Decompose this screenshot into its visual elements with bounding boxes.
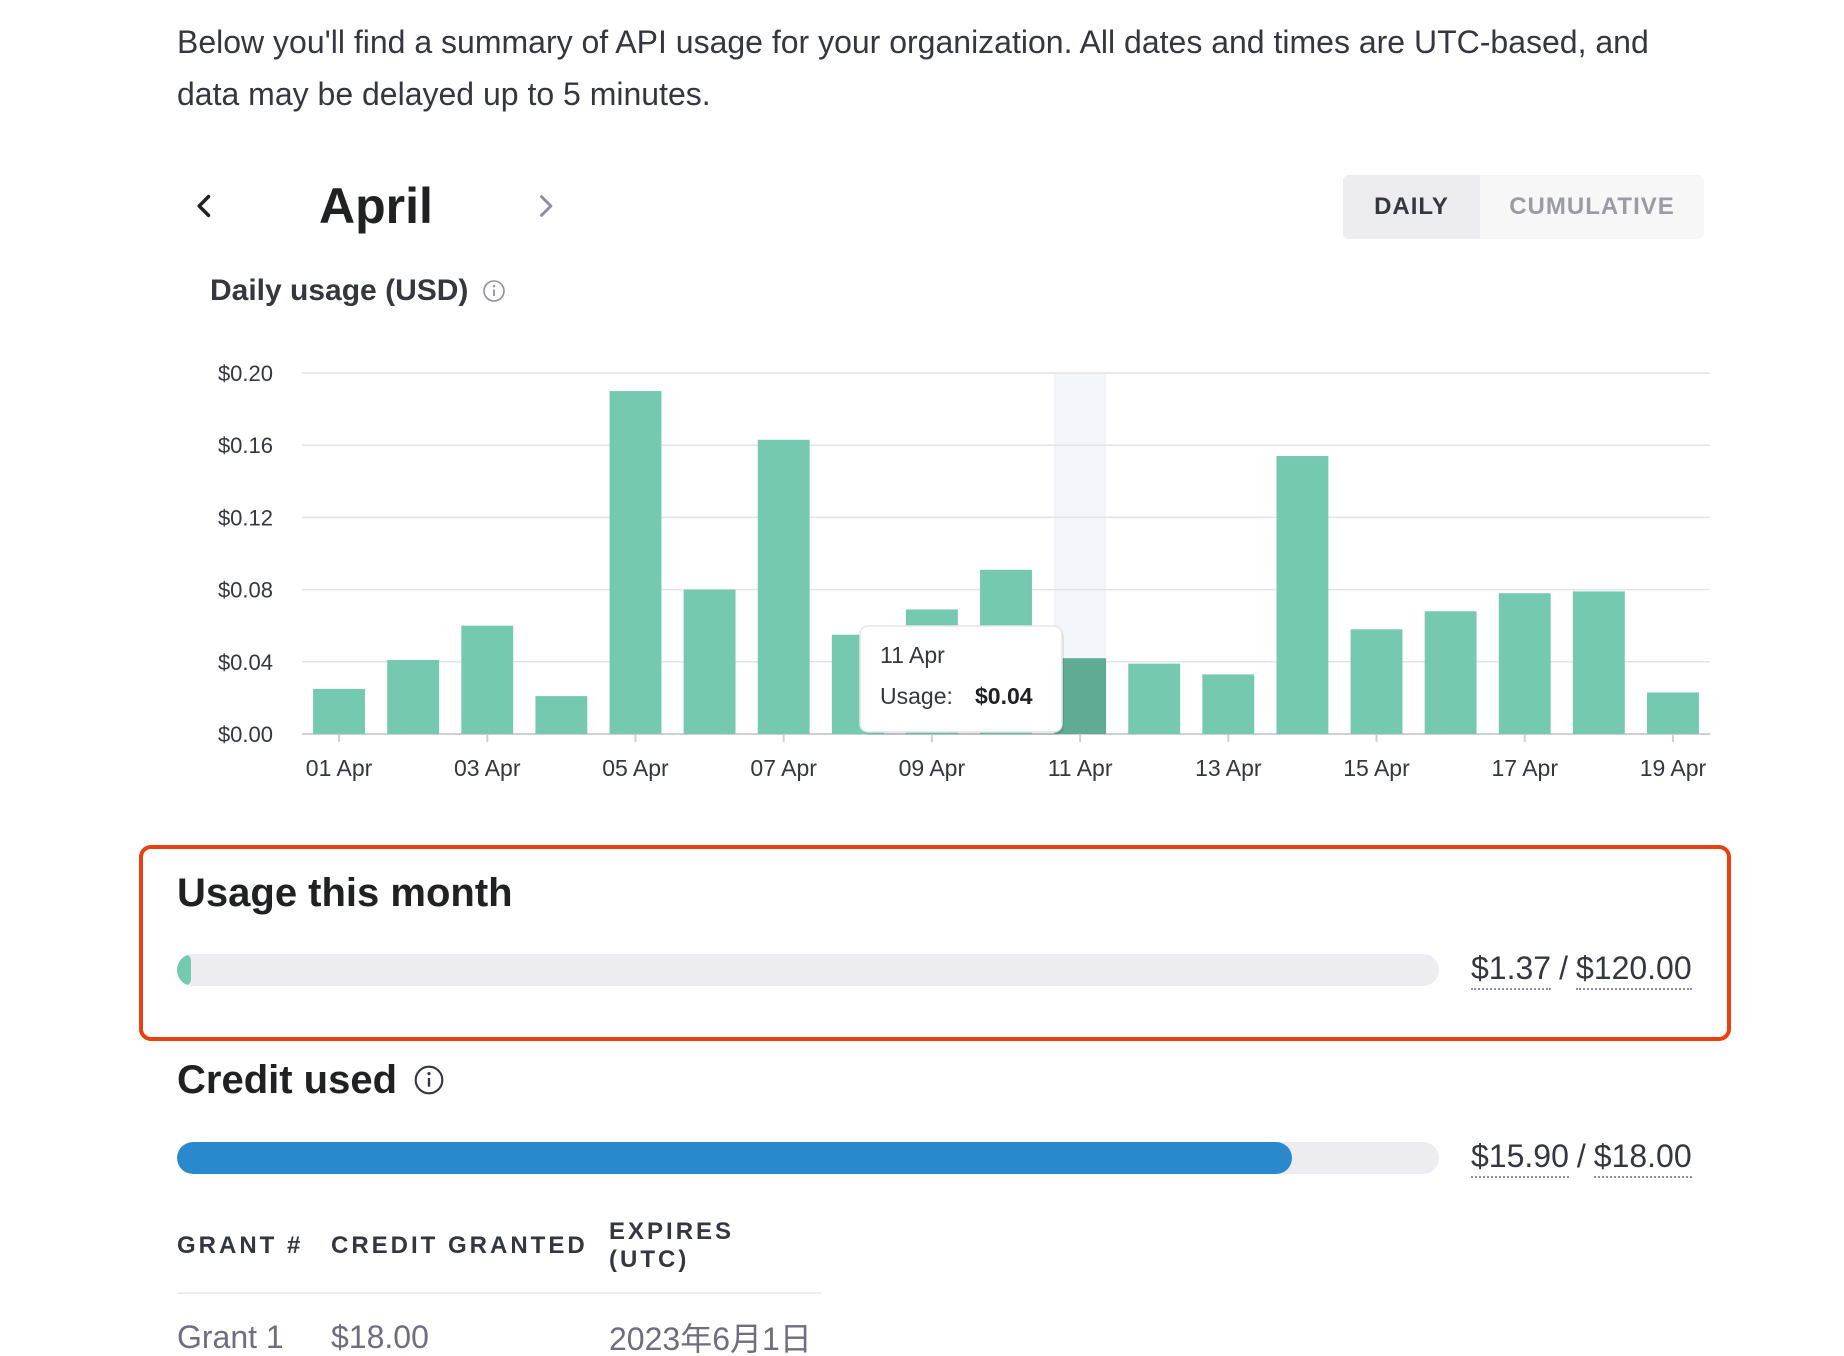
info-icon[interactable] xyxy=(482,279,506,303)
bar[interactable] xyxy=(313,688,365,734)
credit-progress-track xyxy=(177,1142,1439,1174)
bar[interactable] xyxy=(1424,611,1477,734)
x-tick-label: 05 Apr xyxy=(602,755,669,781)
chart-tooltip xyxy=(859,625,1063,733)
bar[interactable] xyxy=(1276,456,1329,734)
tooltip-label: Usage: xyxy=(880,683,953,709)
next-month-button[interactable] xyxy=(517,178,573,234)
x-tick-label: 17 Apr xyxy=(1491,755,1558,781)
usage-progress-fill xyxy=(177,954,192,986)
bar[interactable] xyxy=(1647,692,1699,734)
bar[interactable] xyxy=(1128,663,1181,734)
chart-title: Daily usage (USD) xyxy=(210,274,506,308)
chevron-right-icon xyxy=(540,195,553,217)
y-tick-label: $0.16 xyxy=(218,433,273,458)
y-tick-label: $0.00 xyxy=(218,722,273,747)
bar[interactable] xyxy=(1202,674,1255,734)
x-tick-label: 13 Apr xyxy=(1195,755,1262,781)
usage-progress-track xyxy=(177,954,1439,986)
grants-table: GRANT # CREDIT GRANTED EXPIRES (UTC) Gra… xyxy=(177,1210,821,1356)
usage-limit-value[interactable]: $120.00 xyxy=(1575,950,1692,990)
x-tick-label: 19 Apr xyxy=(1640,755,1707,781)
credit-separator: / xyxy=(1576,1138,1586,1174)
table-row: Grant 1 $18.00 2023年6月1日 xyxy=(177,1293,821,1356)
cumulative-toggle-button[interactable]: CUMULATIVE xyxy=(1509,193,1675,220)
x-tick-label: 15 Apr xyxy=(1343,755,1410,781)
credit-info-icon[interactable] xyxy=(413,1064,445,1096)
credit-amount: $15.90/$18.00 xyxy=(1471,1138,1692,1178)
bar[interactable] xyxy=(1054,658,1107,734)
daily-usage-chart: $0.00 $0.04 $0.08 $0.12 $0.16 $0.20 01 Apr 03 A… xyxy=(218,361,1710,781)
y-tick-label: $0.08 xyxy=(218,578,273,603)
previous-month-button[interactable] xyxy=(177,178,233,234)
bar[interactable] xyxy=(535,696,588,734)
bar[interactable] xyxy=(1498,593,1551,734)
month-title: April xyxy=(319,178,433,234)
y-tick-label: $0.12 xyxy=(218,505,273,530)
usage-amount: $1.37/$120.00 xyxy=(1471,950,1692,990)
chevron-left-icon xyxy=(197,194,211,218)
view-toggle: DAILY CUMULATIVE xyxy=(1343,175,1704,239)
x-tick-label: 11 Apr xyxy=(1048,755,1113,781)
bar[interactable] xyxy=(387,659,440,734)
credit-total-value[interactable]: $18.00 xyxy=(1593,1138,1692,1178)
credit-used-value[interactable]: $15.90 xyxy=(1471,1138,1569,1178)
usage-this-month-title: Usage this month xyxy=(177,871,513,915)
bar[interactable] xyxy=(683,589,736,734)
bar[interactable] xyxy=(1350,629,1403,734)
bar[interactable] xyxy=(1572,591,1625,734)
usage-used-value[interactable]: $1.37 xyxy=(1471,950,1552,990)
usage-separator: / xyxy=(1559,950,1568,986)
credit-granted-header: CREDIT GRANTED xyxy=(331,1210,609,1294)
y-tick-label: $0.20 xyxy=(218,361,273,386)
credit-used-title: Credit used xyxy=(177,1055,445,1105)
expires-header: EXPIRES (UTC) xyxy=(609,1210,821,1294)
bar[interactable] xyxy=(461,625,514,734)
y-tick-label: $0.04 xyxy=(218,650,273,675)
bar[interactable] xyxy=(757,439,810,734)
daily-toggle-button[interactable]: DAILY xyxy=(1343,175,1480,239)
grant-expiry-cell: 2023年6月1日 xyxy=(609,1321,812,1356)
x-tick-label: 01 Apr xyxy=(306,755,373,781)
tooltip-date: 11 Apr xyxy=(880,642,945,668)
x-tick-label: 09 Apr xyxy=(899,755,966,781)
chart-title-text: Daily usage (USD) xyxy=(210,274,469,307)
grant-name-cell: Grant 1 xyxy=(177,1318,284,1355)
month-navigator: April xyxy=(177,168,577,244)
intro-text: Below you'll find a summary of API usage… xyxy=(177,24,1649,112)
grants-header-row: GRANT # CREDIT GRANTED EXPIRES (UTC) xyxy=(177,1210,821,1294)
credit-progress-fill xyxy=(177,1142,1292,1174)
grant-number-header: GRANT # xyxy=(177,1210,331,1294)
x-tick-label: 03 Apr xyxy=(454,755,521,781)
usage-highlight-box xyxy=(139,845,1731,1041)
bar[interactable] xyxy=(609,391,662,734)
grant-amount-cell: $18.00 xyxy=(331,1318,429,1355)
x-tick-label: 07 Apr xyxy=(750,755,817,781)
tooltip-value: $0.04 xyxy=(975,683,1033,709)
credit-used-title-text: Credit used xyxy=(177,1058,398,1102)
